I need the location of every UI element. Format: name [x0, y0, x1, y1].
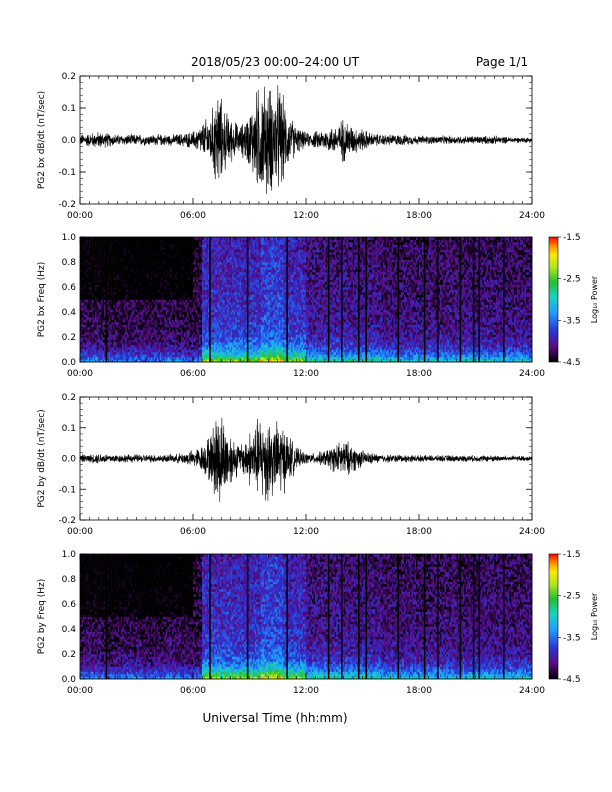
x-tick-label: 00:00 [67, 211, 93, 221]
y-tick-label: 0.1 [62, 104, 76, 114]
x-tick-label: 06:00 [180, 211, 206, 221]
y-tick-label: -0.2 [58, 200, 76, 210]
bx-spectrogram-panel: 00:00 06:00 12:00 18:00 24:001.00.80.60.40.2… [37, 233, 545, 379]
x-tick-label: 18:00 [406, 211, 432, 221]
series-line [80, 85, 532, 194]
bx-timeseries-panel: 00:00 06:00 12:00 18:00 24:00 0.2 0.1 0.0 -0.1 -0… [37, 72, 545, 221]
y-tick-label: -0.1 [58, 168, 76, 178]
y-tick-label: 0.0 [62, 136, 77, 146]
figure: 2018/05/23 00:00–24:00 UT Page 1/1 00:00… [0, 0, 612, 792]
page-number: Page 1/1 [476, 55, 528, 69]
x-tick-label: 24:00 [519, 211, 545, 221]
y-axis-label: PG2 bx dB/dt (nT/sec) [37, 91, 47, 189]
x-tick-label: 12:00 [293, 211, 319, 221]
page-title: 2018/05/23 00:00–24:00 UT [191, 55, 360, 69]
y-tick-label: 0.2 [62, 72, 76, 82]
